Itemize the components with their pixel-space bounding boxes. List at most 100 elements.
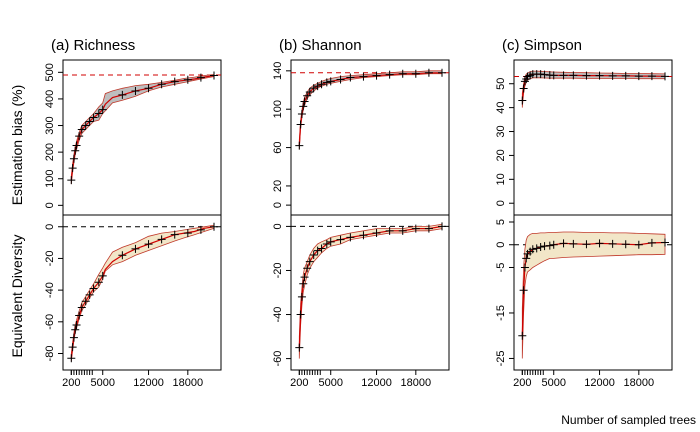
data-point-marker [299, 279, 308, 288]
data-point-marker [69, 333, 78, 342]
data-point-marker [385, 70, 394, 79]
y-tick-label: 0 [44, 202, 56, 208]
data-point-marker [346, 233, 355, 242]
data-point-marker [69, 154, 78, 163]
y-tick-label: -20 [44, 250, 56, 266]
y-tick-label: 400 [44, 90, 56, 108]
data-point-marker [411, 69, 420, 78]
x-tick-label: 18000 [401, 377, 432, 389]
y-tick-label: 0 [272, 223, 284, 229]
x-tick-label: 200 [513, 377, 531, 389]
panel-title: (c) Simpson [502, 37, 582, 54]
data-point-marker [559, 239, 568, 248]
data-point-marker [75, 132, 84, 141]
data-point-marker [411, 224, 420, 233]
data-point-marker [634, 240, 643, 249]
data-point-marker [118, 251, 127, 260]
data-point-marker [519, 84, 528, 93]
x-tick-label: 5000 [541, 377, 565, 389]
bottom-plot-frame [513, 214, 673, 371]
data-point-marker [296, 120, 305, 129]
y-tick-label: 200 [44, 143, 56, 161]
data-point-marker [71, 146, 80, 155]
data-point-marker [183, 229, 192, 238]
data-point-marker [569, 71, 578, 80]
data-point-marker [210, 222, 218, 231]
data-point-marker [67, 354, 76, 363]
data-point-marker [608, 239, 617, 248]
data-point-marker [385, 226, 394, 235]
data-point-marker [661, 238, 669, 247]
y-tick-label: 40 [495, 102, 507, 114]
data-point-marker [519, 286, 528, 295]
data-point-marker [322, 78, 331, 87]
data-point-marker [569, 239, 578, 248]
data-point-marker [647, 238, 656, 247]
y-tick-label: 60 [272, 141, 284, 153]
data-point-marker [536, 243, 545, 252]
top-subplot: 0 20 60 100 140 [272, 59, 450, 216]
data-point-marker [424, 68, 433, 77]
data-point-marker [89, 113, 98, 122]
y-tick-label: 30 [495, 125, 507, 137]
y-tick-label: 0 [495, 242, 507, 248]
data-point-marker [196, 225, 205, 234]
data-point-marker [131, 244, 140, 253]
data-point-marker [336, 75, 345, 84]
data-point-marker [634, 72, 643, 81]
x-tick-label: 12000 [584, 377, 615, 389]
x-tick-label: 5000 [90, 377, 114, 389]
data-point-marker [595, 71, 604, 80]
bottom-confidence-band [521, 231, 666, 359]
data-point-marker [94, 109, 103, 118]
data-point-marker [72, 141, 81, 150]
top-subplot: 0 10 20 30 40 50 [495, 59, 673, 216]
y-tick-label: -25 [495, 350, 507, 366]
data-point-marker [559, 71, 568, 80]
data-point-marker [532, 244, 541, 253]
data-point-marker [424, 224, 433, 233]
data-point-marker [300, 97, 309, 106]
y-tick-label: -40 [44, 282, 56, 298]
y-tick-label: 100 [44, 170, 56, 188]
data-point-marker [77, 303, 86, 312]
y-tick-label: 5 [495, 219, 507, 225]
data-point-marker [528, 245, 537, 254]
panel-2: (b) Shannon 0 20 60 100 140 -60 -40 -20 0 200 5000 1… [272, 37, 450, 389]
y-tick-label: 300 [44, 116, 56, 134]
data-point-marker [549, 71, 558, 80]
data-point-marker [75, 311, 84, 320]
data-point-marker [326, 77, 335, 86]
y-tick-label: 10 [495, 173, 507, 185]
panel-3: (c) Simpson 0 10 20 30 40 50 -25 -15 -5 0 5 200 5000 1… [495, 37, 673, 389]
top-plot-frame [290, 59, 450, 216]
data-point-marker [77, 125, 86, 134]
bottom-subplot: -60 -40 -20 0 [272, 214, 450, 371]
y-tick-label: 100 [272, 100, 284, 118]
data-point-marker [518, 331, 527, 340]
panel-title: (b) Shannon [279, 37, 362, 54]
data-point-marker [68, 343, 77, 352]
x-tick-label: 12000 [361, 377, 392, 389]
y-tick-label: 500 [44, 63, 56, 81]
data-point-marker [157, 235, 166, 244]
data-point-marker [296, 310, 305, 319]
data-point-marker [81, 297, 90, 306]
data-point-marker [89, 284, 98, 293]
y-tick-label: 0 [272, 202, 284, 208]
x-tick-label: 5000 [318, 377, 342, 389]
data-point-marker [85, 290, 94, 299]
data-point-marker [98, 271, 107, 280]
y-tick-label: -60 [44, 314, 56, 330]
data-point-marker [520, 263, 529, 272]
y-tick-label: 140 [272, 62, 284, 80]
data-point-marker [326, 237, 335, 246]
data-point-marker [183, 75, 192, 84]
bottom-plot-frame [290, 214, 450, 371]
data-point-marker [196, 73, 205, 82]
data-point-marker [346, 73, 355, 82]
data-point-marker [359, 72, 368, 81]
data-point-marker [297, 110, 306, 118]
bottom-plot-frame [62, 214, 222, 371]
